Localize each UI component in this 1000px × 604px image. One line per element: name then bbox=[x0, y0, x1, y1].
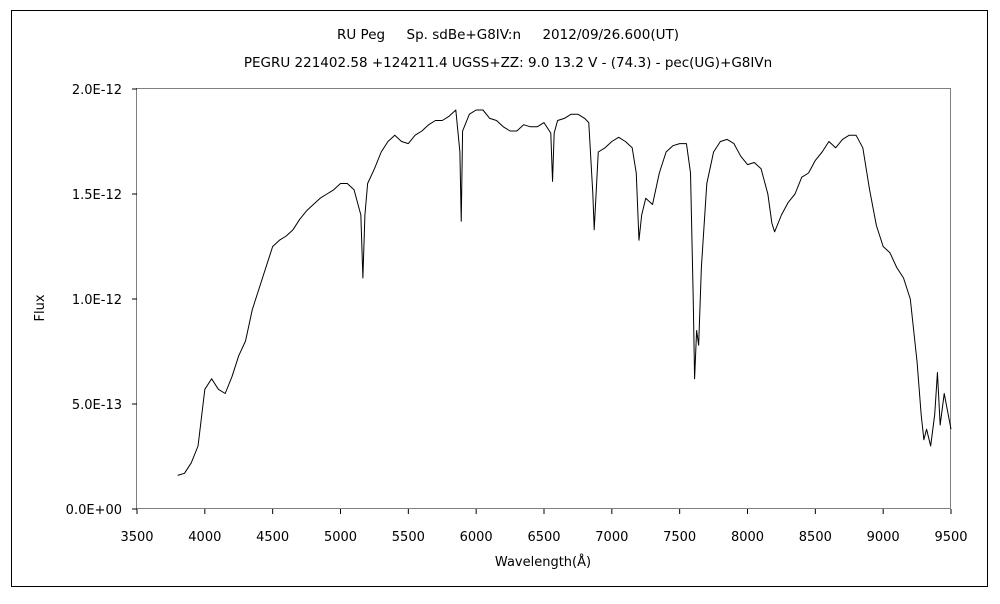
x-tick-label: 8500 bbox=[799, 530, 832, 545]
x-tick-label: 3500 bbox=[120, 530, 153, 545]
plot-area bbox=[136, 88, 951, 509]
x-tick-label: 5000 bbox=[324, 530, 357, 545]
x-tick-label: 6000 bbox=[460, 530, 493, 545]
chart-subtitle: PEGRU 221402.58 +124211.4 UGSS+ZZ: 9.0 1… bbox=[244, 55, 772, 71]
y-tick-label: 1.0E-12 bbox=[72, 293, 122, 308]
series-layer bbox=[177, 109, 952, 476]
x-axis-label: Wavelength(Å) bbox=[495, 554, 591, 570]
spectrum-series-line bbox=[177, 109, 952, 476]
y-tick-label: 1.5E-12 bbox=[72, 188, 122, 203]
y-tick-label: 0.0E+00 bbox=[66, 503, 122, 518]
x-tick-label: 4000 bbox=[188, 530, 221, 545]
y-tick-label: 2.0E-12 bbox=[72, 83, 122, 98]
x-tick-label: 6500 bbox=[527, 530, 560, 545]
x-tick-label: 9500 bbox=[934, 530, 967, 545]
x-axis-ticks: 3500 4000 4500 5000 5500 6000 6500 7000 7500 8000… bbox=[120, 509, 968, 545]
x-tick-label: 8000 bbox=[731, 530, 764, 545]
y-axis-label: Flux bbox=[33, 294, 48, 321]
x-tick-label: 9000 bbox=[867, 530, 900, 545]
x-tick-label: 5500 bbox=[392, 530, 425, 545]
x-tick-label: 4500 bbox=[256, 530, 289, 545]
x-tick-label: 7500 bbox=[663, 530, 696, 545]
chart-title: RU Peg Sp. sdBe+G8IV:n 2012/09/26.600(UT… bbox=[337, 27, 679, 43]
y-axis-ticks: 0.0E+00 5.0E-13 1.0E-12 1.5E-12 2.0E-12 bbox=[66, 83, 137, 518]
x-tick-label: 7000 bbox=[595, 530, 628, 545]
y-tick-label: 5.0E-13 bbox=[72, 398, 122, 413]
